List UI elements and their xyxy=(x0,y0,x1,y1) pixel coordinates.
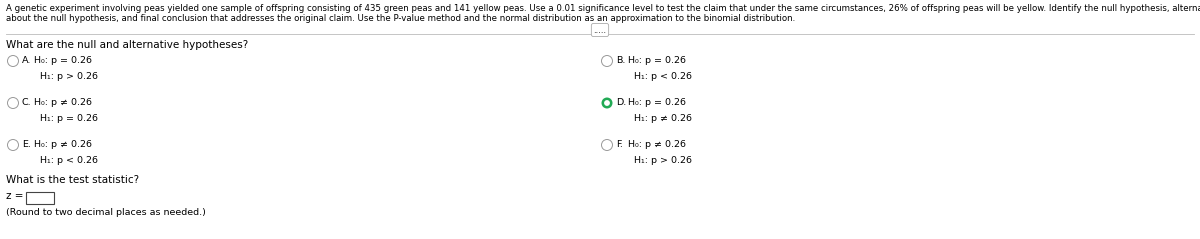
Text: H₁: p = 0.26: H₁: p = 0.26 xyxy=(40,114,98,123)
Text: H₁: p < 0.26: H₁: p < 0.26 xyxy=(40,156,98,165)
Text: A.: A. xyxy=(22,56,31,65)
Text: F.: F. xyxy=(616,140,623,149)
Text: B.: B. xyxy=(616,56,625,65)
Text: C.: C. xyxy=(22,98,31,107)
Circle shape xyxy=(601,98,612,109)
Text: D.: D. xyxy=(616,98,626,107)
Text: H₀: p ≠ 0.26: H₀: p ≠ 0.26 xyxy=(34,98,92,107)
Text: H₀: p = 0.26: H₀: p = 0.26 xyxy=(34,56,92,65)
Text: E.: E. xyxy=(22,140,31,149)
Text: H₀: p = 0.26: H₀: p = 0.26 xyxy=(628,56,686,65)
FancyBboxPatch shape xyxy=(26,192,54,204)
Text: H₁: p > 0.26: H₁: p > 0.26 xyxy=(40,72,98,81)
Text: H₀: p = 0.26: H₀: p = 0.26 xyxy=(628,98,686,107)
Text: H₁: p > 0.26: H₁: p > 0.26 xyxy=(634,156,692,165)
Text: .....: ..... xyxy=(594,26,606,34)
Circle shape xyxy=(605,101,610,105)
Text: about the null hypothesis, and final conclusion that addresses the original clai: about the null hypothesis, and final con… xyxy=(6,14,796,23)
Text: What are the null and alternative hypotheses?: What are the null and alternative hypoth… xyxy=(6,40,248,50)
Text: A genetic experiment involving peas yielded one sample of offspring consisting o: A genetic experiment involving peas yiel… xyxy=(6,4,1200,13)
Text: H₀: p ≠ 0.26: H₀: p ≠ 0.26 xyxy=(34,140,92,149)
Text: H₁: p ≠ 0.26: H₁: p ≠ 0.26 xyxy=(634,114,692,123)
Text: H₀: p ≠ 0.26: H₀: p ≠ 0.26 xyxy=(628,140,686,149)
Text: H₁: p < 0.26: H₁: p < 0.26 xyxy=(634,72,692,81)
Text: z =: z = xyxy=(6,191,24,201)
Text: What is the test statistic?: What is the test statistic? xyxy=(6,175,139,185)
Text: (Round to two decimal places as needed.): (Round to two decimal places as needed.) xyxy=(6,208,206,217)
